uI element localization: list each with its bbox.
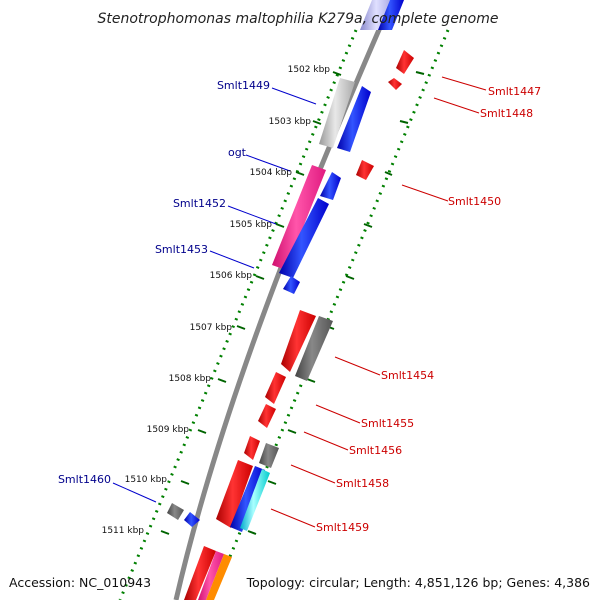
- kbp-label: 1503 kbp: [269, 117, 312, 127]
- kbp-label: 1502 kbp: [288, 65, 331, 75]
- gene-smlt1460-pseudo: [167, 503, 184, 520]
- gene-smlt1456: [258, 404, 276, 428]
- gene-label-smlt1459[interactable]: Smlt1459: [316, 521, 369, 534]
- accession-text: Accession: NC_010943: [9, 575, 151, 590]
- gene-label-smlt1460[interactable]: Smlt1460: [58, 473, 111, 486]
- gene-label-smlt1453[interactable]: Smlt1453: [155, 243, 208, 256]
- kbp-label: 1511 kbp: [102, 526, 145, 536]
- gene-smlt1448: [388, 78, 402, 90]
- kbp-label: 1507 kbp: [190, 323, 233, 333]
- kbp-label: 1504 kbp: [250, 168, 293, 178]
- gene-label-smlt1449[interactable]: Smlt1449: [217, 79, 270, 92]
- gene-smlt1459: [216, 460, 253, 528]
- gene-bottom-pink: [198, 551, 224, 600]
- topology-text: Topology: circular; Length: 4,851,126 bp…: [246, 575, 590, 590]
- gene-smlt1455: [265, 372, 286, 404]
- gene-label-ogt[interactable]: ogt: [228, 146, 247, 159]
- gene-small-blue: [283, 276, 300, 294]
- gene-features: [167, 0, 414, 600]
- gene-smlt1454: [281, 310, 316, 372]
- gene-smlt1452-rna: [272, 165, 326, 270]
- kbp-label: 1508 kbp: [169, 374, 212, 384]
- gene-top-blue: [378, 0, 404, 30]
- gene-smlt1447: [396, 50, 414, 74]
- callout-lines: [112, 76, 487, 528]
- kbp-label: 1506 kbp: [210, 271, 253, 281]
- gene-label-smlt1456[interactable]: Smlt1456: [349, 444, 402, 457]
- gene-smlt1459-blue: [230, 466, 265, 532]
- gene-smlt1458-pseudo: [259, 443, 279, 468]
- kbp-label: 1510 kbp: [125, 475, 168, 485]
- map-title: Stenotrophomonas maltophilia K279a, comp…: [98, 11, 499, 27]
- gene-smlt1458: [244, 436, 260, 460]
- gene-smlt1449: [337, 86, 371, 152]
- gene-label-smlt1452[interactable]: Smlt1452: [173, 197, 226, 210]
- genome-backbone: [173, 0, 395, 600]
- scale-ticks: [160, 71, 425, 535]
- gene-label-smlt1448[interactable]: Smlt1448: [480, 107, 533, 120]
- gene-smlt1450: [356, 160, 374, 180]
- kbp-label: 1505 kbp: [230, 220, 273, 230]
- gene-label-smlt1454[interactable]: Smlt1454: [381, 369, 434, 382]
- gene-ogt: [320, 172, 341, 200]
- gene-label-smlt1450[interactable]: Smlt1450: [448, 195, 501, 208]
- gene-bottom-orange: [206, 554, 232, 600]
- kbp-label: 1509 kbp: [147, 425, 190, 435]
- gene-smlt1459-cyan: [240, 469, 270, 531]
- gene-smlt1454-pseudo: [295, 316, 333, 381]
- gene-smlt1449-pseudo: [319, 78, 355, 148]
- gene-smlt1453: [279, 198, 329, 278]
- gene-label-smlt1447[interactable]: Smlt1447: [488, 85, 541, 98]
- gene-label-smlt1455[interactable]: Smlt1455: [361, 417, 414, 430]
- gene-label-smlt1458[interactable]: Smlt1458: [336, 477, 389, 490]
- gene-bottom-red: [184, 546, 216, 600]
- gene-smlt1460: [184, 512, 200, 527]
